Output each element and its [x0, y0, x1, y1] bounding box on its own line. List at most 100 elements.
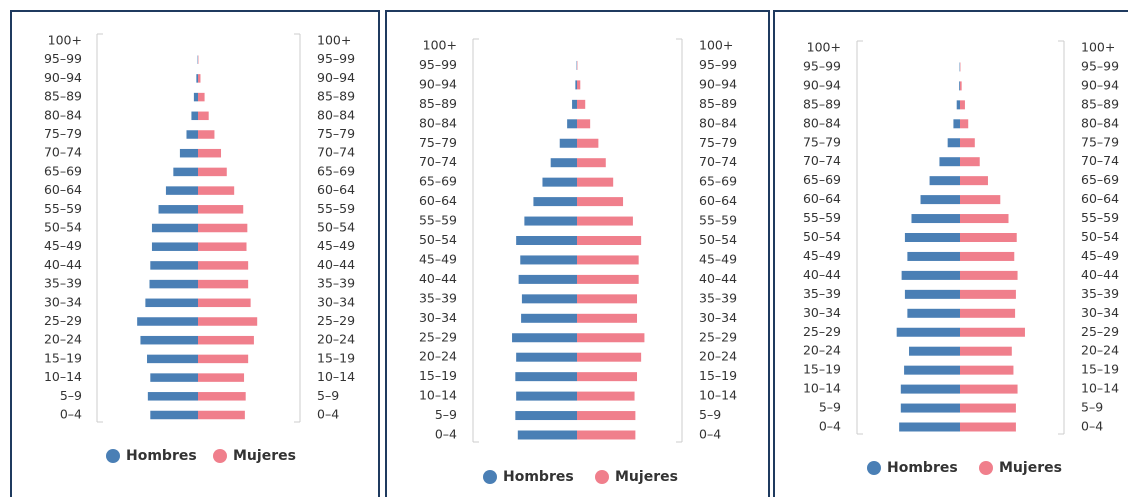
bar [575, 80, 577, 90]
age-label: 55–59 [419, 213, 457, 228]
bar [960, 365, 1014, 375]
age-label: 95–99 [419, 57, 457, 72]
bar [198, 261, 249, 270]
age-label: 75–79 [419, 135, 457, 150]
pyramid-chart: 100+ 100+ 95–99 95–99 90–94 90–94 85–89 85–89 80… [773, 10, 1128, 497]
legend-label: Hombres [126, 448, 197, 464]
legend-label: Hombres [887, 460, 958, 476]
bar [960, 422, 1016, 432]
bar [904, 289, 960, 299]
age-label: 10–14 [699, 388, 737, 403]
legend-swatch [106, 449, 120, 463]
bar [904, 233, 960, 242]
bar [150, 373, 198, 382]
age-label: 55–59 [803, 210, 841, 225]
bar [516, 236, 577, 245]
bar [520, 255, 577, 265]
age-label: 100+ [1081, 40, 1115, 55]
bar [198, 298, 251, 308]
age-label: 90–94 [699, 76, 737, 91]
age-label: 0–4 [699, 427, 721, 442]
bar [140, 335, 198, 345]
age-label: 75–79 [803, 134, 841, 149]
bar [900, 384, 960, 394]
bar [911, 214, 960, 224]
bar [150, 410, 198, 420]
age-label: 85–89 [1081, 96, 1119, 111]
legend-swatch [483, 470, 497, 484]
age-label: 95–99 [1081, 58, 1119, 73]
bar [198, 92, 205, 102]
age-label: 25–29 [1081, 324, 1119, 339]
bar [198, 186, 235, 195]
bar [901, 270, 960, 280]
age-label: 5–9 [317, 388, 339, 403]
legend-swatch [213, 449, 227, 463]
legend-label: Mujeres [999, 460, 1062, 476]
age-label: 5–9 [699, 407, 721, 422]
bar [899, 422, 960, 432]
age-label: 0–4 [819, 419, 841, 434]
age-label: 50–54 [44, 220, 82, 235]
age-label: 15–19 [419, 368, 457, 383]
age-label: 70–74 [803, 153, 841, 168]
legend-swatch [979, 461, 993, 475]
bar [533, 197, 577, 207]
age-label: 55–59 [699, 213, 737, 228]
age-label: 100+ [317, 33, 351, 48]
bar [186, 130, 198, 139]
age-label: 80–84 [419, 115, 457, 130]
bar [956, 100, 960, 110]
age-label: 60–64 [803, 191, 841, 206]
age-label: 50–54 [699, 232, 737, 247]
age-label: 95–99 [699, 57, 737, 72]
age-label: 20–24 [1081, 343, 1119, 358]
bar [515, 411, 577, 421]
age-label: 40–44 [699, 271, 737, 286]
age-label: 85–89 [44, 89, 82, 104]
age-label: 100+ [48, 33, 82, 48]
age-label: 15–19 [44, 350, 82, 365]
age-label: 15–19 [1081, 362, 1119, 377]
age-label: 20–24 [317, 332, 355, 347]
age-label: 75–79 [699, 135, 737, 150]
bar [577, 216, 633, 226]
age-label: 60–64 [44, 182, 82, 197]
age-label: 5–9 [819, 400, 841, 415]
age-label: 75–79 [1081, 134, 1119, 149]
bar [179, 148, 198, 158]
age-label: 100+ [423, 38, 457, 53]
age-label: 50–54 [317, 220, 355, 235]
bar [150, 261, 198, 270]
age-label: 5–9 [60, 388, 82, 403]
age-label: 30–34 [699, 310, 737, 325]
pyramid-chart: 100+ 100+ 95–99 95–99 90–94 90–94 85–89 85–89 80… [10, 10, 380, 497]
bar [512, 333, 577, 343]
bar [198, 242, 247, 251]
age-label: 70–74 [419, 154, 457, 169]
bar [577, 255, 639, 265]
age-label: 45–49 [699, 251, 737, 266]
bar [198, 223, 248, 233]
bar [577, 119, 591, 129]
bar [193, 92, 198, 102]
age-label: 45–49 [1081, 248, 1119, 263]
age-label: 35–39 [803, 286, 841, 301]
age-label: 65–69 [699, 174, 737, 189]
age-label: 15–19 [803, 362, 841, 377]
age-label: 45–49 [317, 238, 355, 253]
age-label: 10–14 [803, 381, 841, 396]
bar [198, 392, 246, 401]
age-label: 0–4 [60, 407, 82, 422]
age-label: 0–4 [317, 407, 339, 422]
bar [147, 354, 198, 364]
age-label: 60–64 [419, 193, 457, 208]
bar [960, 233, 1017, 242]
bar [550, 158, 577, 168]
age-label: 10–14 [1081, 381, 1119, 396]
age-label: 55–59 [1081, 210, 1119, 225]
age-label: 80–84 [44, 107, 82, 122]
legend-swatch [595, 470, 609, 484]
age-label: 20–24 [44, 332, 82, 347]
bar [524, 216, 577, 226]
